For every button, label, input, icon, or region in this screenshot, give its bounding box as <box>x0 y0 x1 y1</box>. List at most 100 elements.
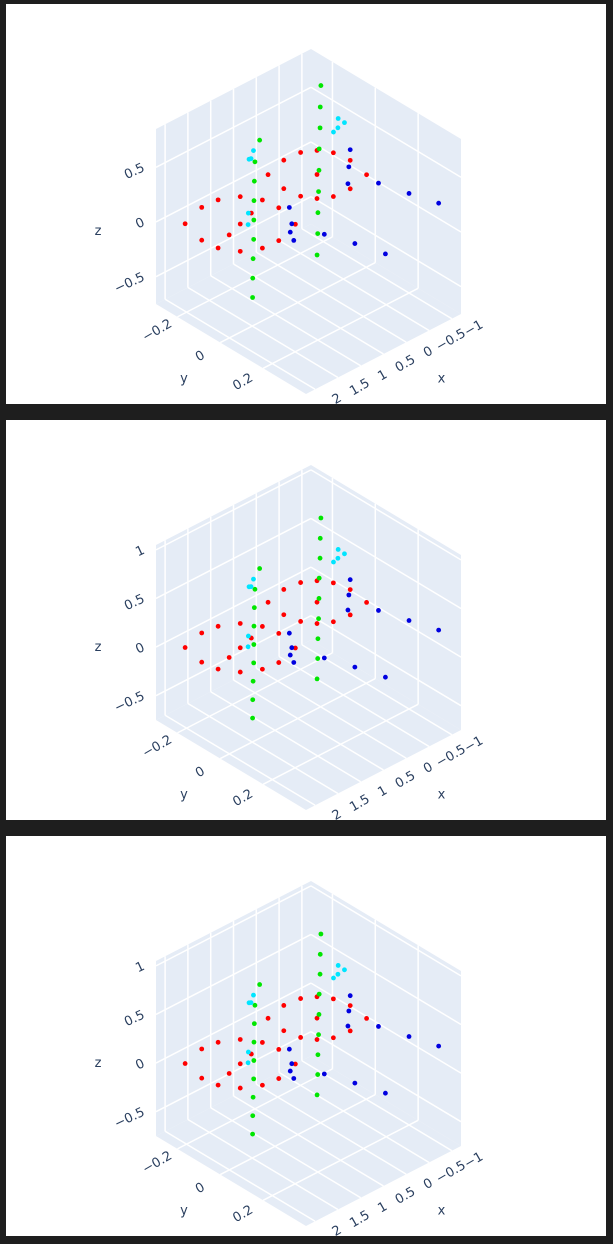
grid-line <box>301 1060 453 1152</box>
point <box>259 666 265 672</box>
point <box>406 618 412 623</box>
point <box>331 129 336 135</box>
point <box>257 982 263 987</box>
point <box>182 645 188 650</box>
grid-line <box>155 469 312 551</box>
z-axis-title: z <box>95 224 102 239</box>
point <box>321 1071 327 1077</box>
point <box>257 566 263 571</box>
point <box>289 221 295 227</box>
grid-line <box>262 287 419 369</box>
point <box>265 172 271 178</box>
point <box>246 584 252 590</box>
point <box>331 975 336 981</box>
point <box>276 1076 282 1081</box>
grid-line <box>233 1095 384 1187</box>
point <box>265 599 271 605</box>
point <box>287 1068 293 1074</box>
point <box>292 645 298 651</box>
point <box>317 555 323 561</box>
point <box>316 146 322 152</box>
point <box>318 515 324 521</box>
point <box>314 676 320 682</box>
point <box>237 1085 243 1091</box>
grid-line <box>155 566 312 648</box>
point <box>286 630 292 636</box>
point <box>289 1061 295 1067</box>
back-pane <box>311 465 461 730</box>
point <box>259 1040 265 1045</box>
point <box>215 666 221 672</box>
point <box>335 125 341 131</box>
point <box>316 596 322 601</box>
point <box>237 621 243 626</box>
point <box>250 697 256 703</box>
point <box>335 555 341 561</box>
point <box>346 164 352 170</box>
grid-line <box>219 261 376 344</box>
grid-line <box>278 1071 430 1164</box>
point <box>237 221 243 227</box>
point <box>199 204 205 210</box>
back-pane <box>311 881 461 1146</box>
grid-line <box>187 286 339 379</box>
point <box>291 237 297 243</box>
point <box>199 630 205 636</box>
point <box>251 642 257 647</box>
point <box>226 655 232 660</box>
point <box>251 236 257 242</box>
grid-line <box>233 679 384 771</box>
point <box>246 156 252 162</box>
point <box>237 1037 243 1042</box>
point <box>345 1023 351 1029</box>
point <box>276 1047 282 1052</box>
point <box>259 624 265 629</box>
point <box>237 645 243 651</box>
grid-line <box>164 714 316 806</box>
point <box>298 580 304 585</box>
grid-line <box>262 1119 419 1201</box>
point <box>317 951 323 957</box>
point <box>226 1071 232 1076</box>
grid-line <box>310 982 462 1074</box>
point <box>347 147 353 153</box>
point <box>316 575 322 581</box>
grid-line <box>219 1093 376 1176</box>
point <box>314 252 320 258</box>
point <box>237 194 243 200</box>
point <box>257 137 263 143</box>
point <box>251 1076 257 1082</box>
point <box>265 1015 271 1021</box>
point <box>215 245 221 251</box>
grid-line <box>255 1083 407 1175</box>
point <box>383 251 388 257</box>
point <box>330 1035 336 1041</box>
point <box>315 1072 321 1077</box>
point <box>330 619 336 625</box>
z-axis-title: z <box>95 1056 102 1071</box>
point <box>246 1000 252 1006</box>
point <box>251 148 256 154</box>
point <box>316 1032 321 1038</box>
grid-line <box>301 228 453 320</box>
point <box>250 295 255 300</box>
point <box>298 619 304 624</box>
point <box>406 191 412 196</box>
point <box>364 600 369 605</box>
point <box>252 159 258 165</box>
point <box>252 586 258 592</box>
grid-line <box>262 703 419 785</box>
point <box>215 1039 221 1045</box>
point <box>316 189 321 194</box>
grid-line <box>177 1068 333 1150</box>
point <box>314 1037 320 1042</box>
point <box>281 587 287 592</box>
point <box>226 232 232 238</box>
point <box>245 1060 251 1066</box>
point <box>259 197 265 203</box>
point <box>330 194 336 199</box>
